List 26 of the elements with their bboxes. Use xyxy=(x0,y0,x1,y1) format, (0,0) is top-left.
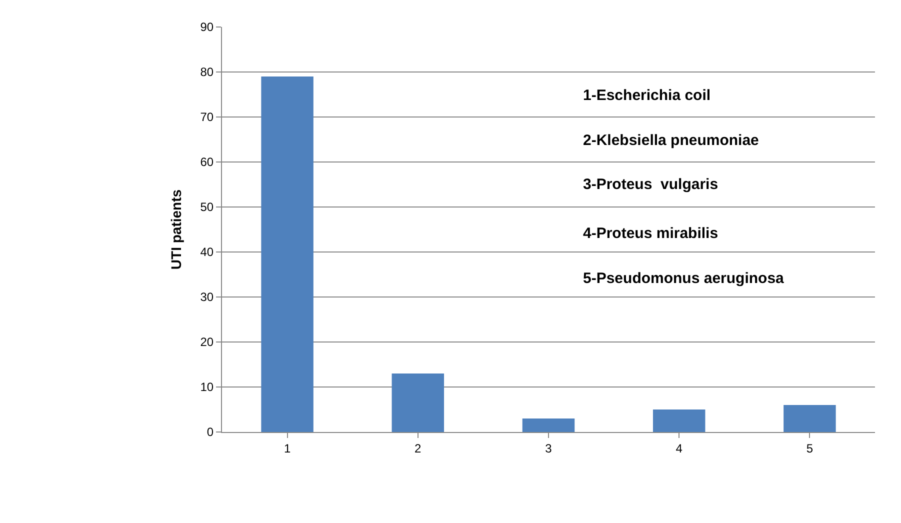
bar xyxy=(261,76,314,432)
y-tick-label: 70 xyxy=(200,110,214,124)
bar xyxy=(392,374,444,432)
y-axis-title: UTI patients xyxy=(168,189,184,270)
bar xyxy=(522,418,575,432)
annotation: 2-Klebsiella pneumoniae xyxy=(583,132,759,149)
annotation: 1-Escherichia coil xyxy=(583,87,711,104)
y-tick-label: 20 xyxy=(200,335,214,350)
y-tick-label: 50 xyxy=(200,200,214,214)
x-tick-label: 4 xyxy=(676,441,683,456)
x-tick-label: 1 xyxy=(284,441,291,456)
x-tick-label: 5 xyxy=(806,441,814,456)
y-tick-label: 30 xyxy=(200,290,214,304)
annotation: 4-Proteus mirabilis xyxy=(583,225,718,242)
y-tick-label: 10 xyxy=(200,380,214,394)
annotation: 5-Pseudomonus aeruginosa xyxy=(583,270,785,287)
annotation: 3-Proteus vulgaris xyxy=(583,176,718,193)
y-tick-label: 90 xyxy=(200,20,214,34)
y-tick-label: 80 xyxy=(200,65,214,80)
bar xyxy=(652,410,706,432)
x-tick-label: 2 xyxy=(414,441,422,456)
y-tick-label: 60 xyxy=(200,155,214,170)
y-tick-label: 40 xyxy=(200,245,214,260)
x-tick-label: 3 xyxy=(545,441,552,456)
bar xyxy=(784,405,836,432)
y-tick-label: 0 xyxy=(206,425,214,440)
